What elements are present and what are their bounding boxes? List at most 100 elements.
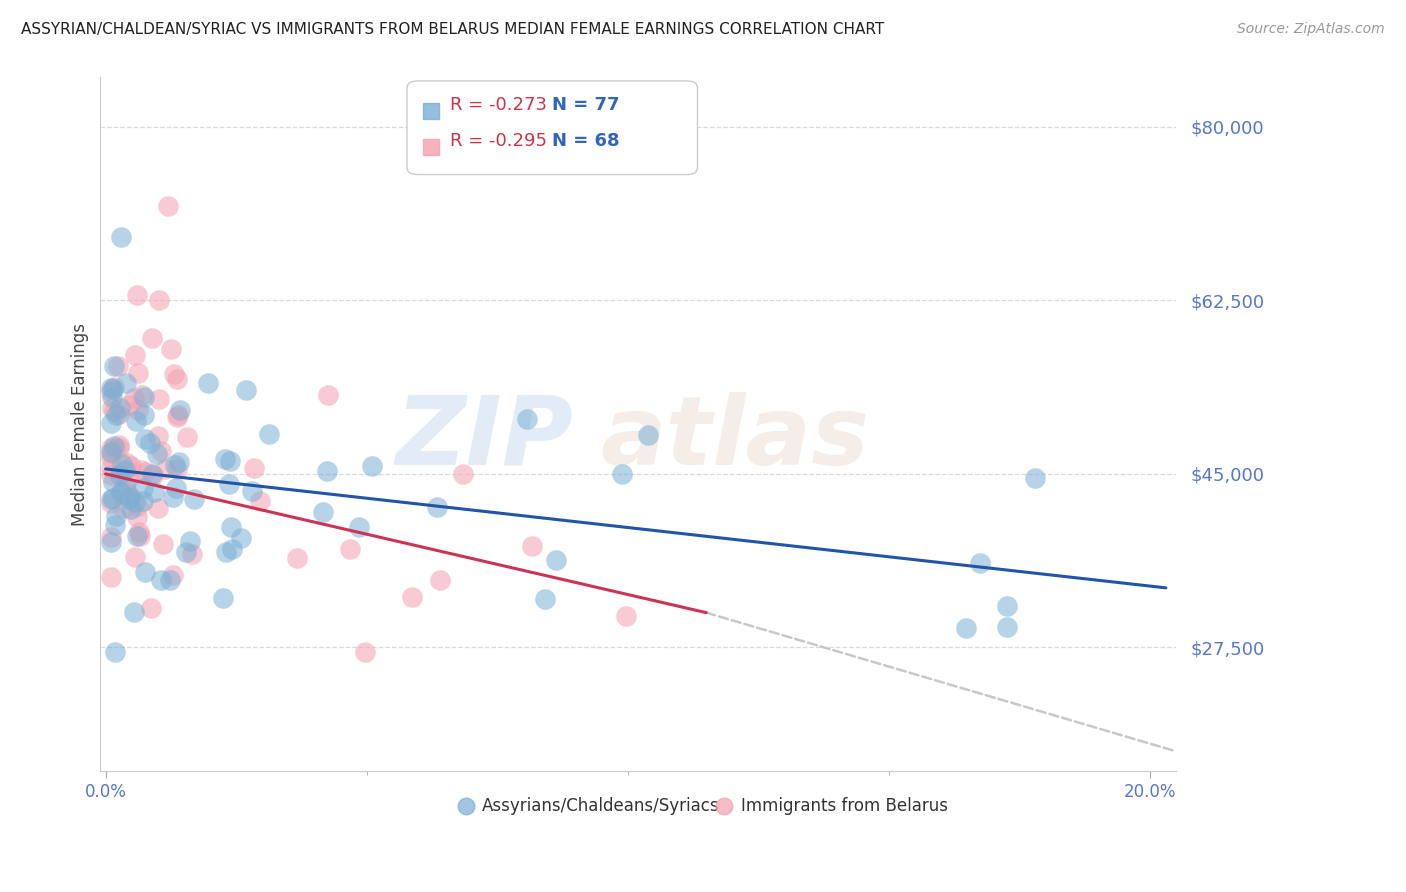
Text: ASSYRIAN/CHALDEAN/SYRIAC VS IMMIGRANTS FROM BELARUS MEDIAN FEMALE EARNINGS CORRE: ASSYRIAN/CHALDEAN/SYRIAC VS IMMIGRANTS F… bbox=[21, 22, 884, 37]
Point bbox=[179, 533, 201, 548]
Point bbox=[162, 490, 184, 504]
Point bbox=[221, 541, 243, 556]
Point bbox=[176, 430, 198, 444]
Point bbox=[114, 478, 136, 492]
Point bbox=[347, 520, 370, 534]
Point bbox=[125, 414, 148, 428]
Point bbox=[218, 454, 240, 468]
Text: N = 68: N = 68 bbox=[553, 132, 620, 150]
Point bbox=[111, 500, 134, 515]
Point bbox=[221, 519, 243, 533]
Point bbox=[120, 459, 142, 474]
Point bbox=[995, 599, 1018, 613]
Point bbox=[614, 608, 637, 623]
Point bbox=[215, 544, 238, 558]
Point bbox=[149, 573, 172, 587]
Point bbox=[110, 485, 132, 500]
Point bbox=[125, 288, 148, 302]
Point bbox=[103, 439, 125, 453]
Point bbox=[955, 621, 977, 635]
Point bbox=[197, 376, 219, 391]
Text: Assyrians/Chaldeans/Syriacs: Assyrians/Chaldeans/Syriacs bbox=[482, 797, 720, 815]
Point bbox=[257, 427, 280, 442]
Point bbox=[165, 482, 187, 496]
Point bbox=[100, 384, 122, 399]
Point bbox=[453, 467, 475, 482]
Point bbox=[534, 591, 557, 606]
Point bbox=[105, 508, 128, 523]
Point bbox=[159, 573, 181, 587]
Point bbox=[100, 381, 122, 395]
Point bbox=[312, 505, 335, 519]
Point bbox=[169, 403, 191, 417]
Point bbox=[139, 435, 162, 450]
Point bbox=[174, 545, 197, 559]
Point bbox=[339, 542, 361, 557]
Point bbox=[141, 331, 163, 345]
Point bbox=[103, 359, 125, 373]
Point bbox=[100, 401, 122, 415]
Point bbox=[218, 477, 240, 491]
Point bbox=[100, 530, 122, 544]
Point bbox=[132, 493, 155, 508]
Point bbox=[163, 367, 186, 381]
Point bbox=[318, 388, 340, 402]
Point bbox=[249, 494, 271, 508]
Y-axis label: Median Female Earnings: Median Female Earnings bbox=[72, 323, 89, 525]
Point bbox=[214, 451, 236, 466]
Point bbox=[155, 462, 177, 476]
Point bbox=[285, 550, 308, 565]
Point bbox=[100, 441, 122, 455]
Point bbox=[108, 467, 131, 482]
Point bbox=[401, 590, 423, 604]
Point bbox=[132, 481, 155, 495]
Point bbox=[118, 398, 141, 412]
Point bbox=[160, 342, 183, 356]
Point bbox=[546, 553, 568, 567]
Point bbox=[132, 390, 155, 404]
Point bbox=[166, 409, 188, 424]
Point bbox=[139, 601, 162, 615]
Point bbox=[163, 458, 186, 472]
Text: Source: ZipAtlas.com: Source: ZipAtlas.com bbox=[1237, 22, 1385, 37]
Point bbox=[100, 416, 122, 430]
Point bbox=[122, 606, 145, 620]
Point bbox=[101, 475, 124, 489]
Point bbox=[124, 495, 146, 509]
Point bbox=[118, 492, 141, 507]
Point bbox=[100, 446, 122, 460]
Point bbox=[122, 391, 145, 405]
FancyBboxPatch shape bbox=[406, 81, 697, 175]
Text: R = -0.273: R = -0.273 bbox=[450, 96, 547, 114]
Point bbox=[231, 531, 253, 545]
Point bbox=[101, 491, 124, 506]
Point bbox=[152, 537, 174, 551]
Point bbox=[166, 372, 188, 386]
Point bbox=[516, 412, 538, 426]
Point bbox=[316, 464, 339, 478]
Point bbox=[120, 502, 142, 516]
Text: atlas: atlas bbox=[600, 392, 870, 484]
Point bbox=[354, 645, 377, 659]
Point bbox=[115, 456, 138, 470]
Point bbox=[100, 451, 122, 466]
Point bbox=[107, 437, 129, 451]
Point bbox=[522, 539, 544, 553]
Point bbox=[183, 491, 205, 506]
Point bbox=[361, 459, 384, 474]
Point bbox=[148, 500, 170, 515]
Point bbox=[162, 568, 184, 582]
Point bbox=[167, 408, 190, 422]
Point bbox=[135, 465, 157, 479]
Point bbox=[132, 409, 155, 423]
Point bbox=[131, 388, 153, 402]
Point bbox=[969, 556, 991, 570]
Point bbox=[612, 467, 634, 482]
Text: ZIP: ZIP bbox=[396, 392, 574, 484]
Point bbox=[142, 468, 165, 483]
Point bbox=[166, 461, 188, 475]
Point bbox=[111, 457, 134, 471]
Text: N = 77: N = 77 bbox=[553, 96, 620, 114]
Point bbox=[124, 348, 146, 362]
Point bbox=[181, 547, 204, 561]
